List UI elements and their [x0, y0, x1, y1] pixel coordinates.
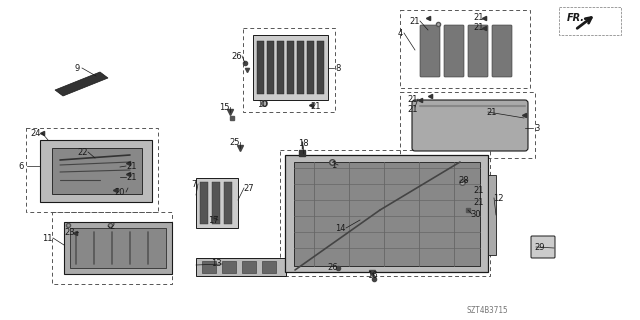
- Bar: [224, 182, 232, 224]
- Bar: [317, 41, 324, 94]
- Text: 3: 3: [534, 124, 540, 132]
- Text: 16: 16: [367, 271, 378, 281]
- FancyBboxPatch shape: [531, 236, 555, 258]
- Text: 12: 12: [493, 194, 503, 203]
- Text: 1: 1: [332, 161, 337, 170]
- Bar: [26, 128, 158, 212]
- Text: 21: 21: [487, 108, 497, 116]
- Bar: [277, 41, 284, 94]
- Bar: [52, 148, 142, 194]
- Text: 22: 22: [77, 148, 88, 156]
- Polygon shape: [285, 155, 488, 272]
- Text: 6: 6: [19, 162, 24, 171]
- Text: 21: 21: [474, 22, 484, 31]
- Text: 9: 9: [74, 63, 79, 73]
- Text: 15: 15: [219, 102, 229, 111]
- Text: 23: 23: [65, 228, 76, 236]
- Text: 18: 18: [298, 139, 308, 148]
- Text: 26: 26: [232, 52, 243, 60]
- Bar: [400, 10, 530, 88]
- Text: 25: 25: [230, 138, 240, 147]
- Bar: [287, 41, 294, 94]
- Bar: [222, 261, 236, 273]
- Text: 17: 17: [208, 215, 218, 225]
- Text: SZT4B3715: SZT4B3715: [466, 306, 508, 315]
- Text: 21: 21: [474, 12, 484, 21]
- Text: 21: 21: [474, 197, 484, 206]
- Text: 21: 21: [127, 162, 137, 171]
- Bar: [243, 28, 335, 112]
- Polygon shape: [55, 72, 108, 96]
- Bar: [196, 258, 286, 276]
- Text: 21: 21: [474, 186, 484, 195]
- Bar: [294, 162, 480, 266]
- Bar: [64, 222, 172, 274]
- Text: 26: 26: [328, 263, 339, 273]
- Text: 20: 20: [115, 188, 125, 196]
- Bar: [242, 261, 256, 273]
- Bar: [52, 212, 172, 284]
- Text: 4: 4: [397, 28, 403, 37]
- Text: 2: 2: [109, 221, 115, 230]
- Bar: [297, 41, 304, 94]
- Text: 13: 13: [211, 260, 221, 268]
- Bar: [257, 41, 264, 94]
- Text: 7: 7: [191, 180, 196, 188]
- Text: 21: 21: [410, 17, 420, 26]
- Bar: [253, 35, 328, 100]
- Bar: [262, 261, 276, 273]
- Text: 21: 21: [408, 105, 419, 114]
- Text: 21: 21: [408, 94, 419, 103]
- Bar: [196, 178, 238, 228]
- Text: 21: 21: [311, 101, 321, 110]
- Text: 21: 21: [127, 172, 137, 181]
- Text: 28: 28: [459, 175, 469, 185]
- Bar: [70, 228, 166, 268]
- Text: 10: 10: [257, 100, 268, 108]
- Bar: [400, 92, 535, 158]
- FancyBboxPatch shape: [468, 25, 488, 77]
- FancyBboxPatch shape: [492, 25, 512, 77]
- Text: 27: 27: [244, 183, 254, 193]
- Bar: [202, 261, 216, 273]
- Bar: [267, 41, 274, 94]
- Text: 30: 30: [470, 210, 481, 219]
- Text: FR.: FR.: [567, 13, 585, 23]
- Bar: [40, 140, 152, 202]
- Bar: [488, 175, 496, 255]
- Bar: [212, 182, 220, 224]
- Bar: [200, 182, 208, 224]
- FancyBboxPatch shape: [444, 25, 464, 77]
- Bar: [280, 150, 490, 276]
- Text: 29: 29: [535, 243, 545, 252]
- Text: 11: 11: [42, 234, 52, 243]
- FancyBboxPatch shape: [420, 25, 440, 77]
- Bar: [307, 41, 314, 94]
- FancyBboxPatch shape: [412, 100, 528, 151]
- Text: 14: 14: [335, 223, 345, 233]
- Text: 8: 8: [335, 63, 340, 73]
- Text: 24: 24: [31, 129, 41, 138]
